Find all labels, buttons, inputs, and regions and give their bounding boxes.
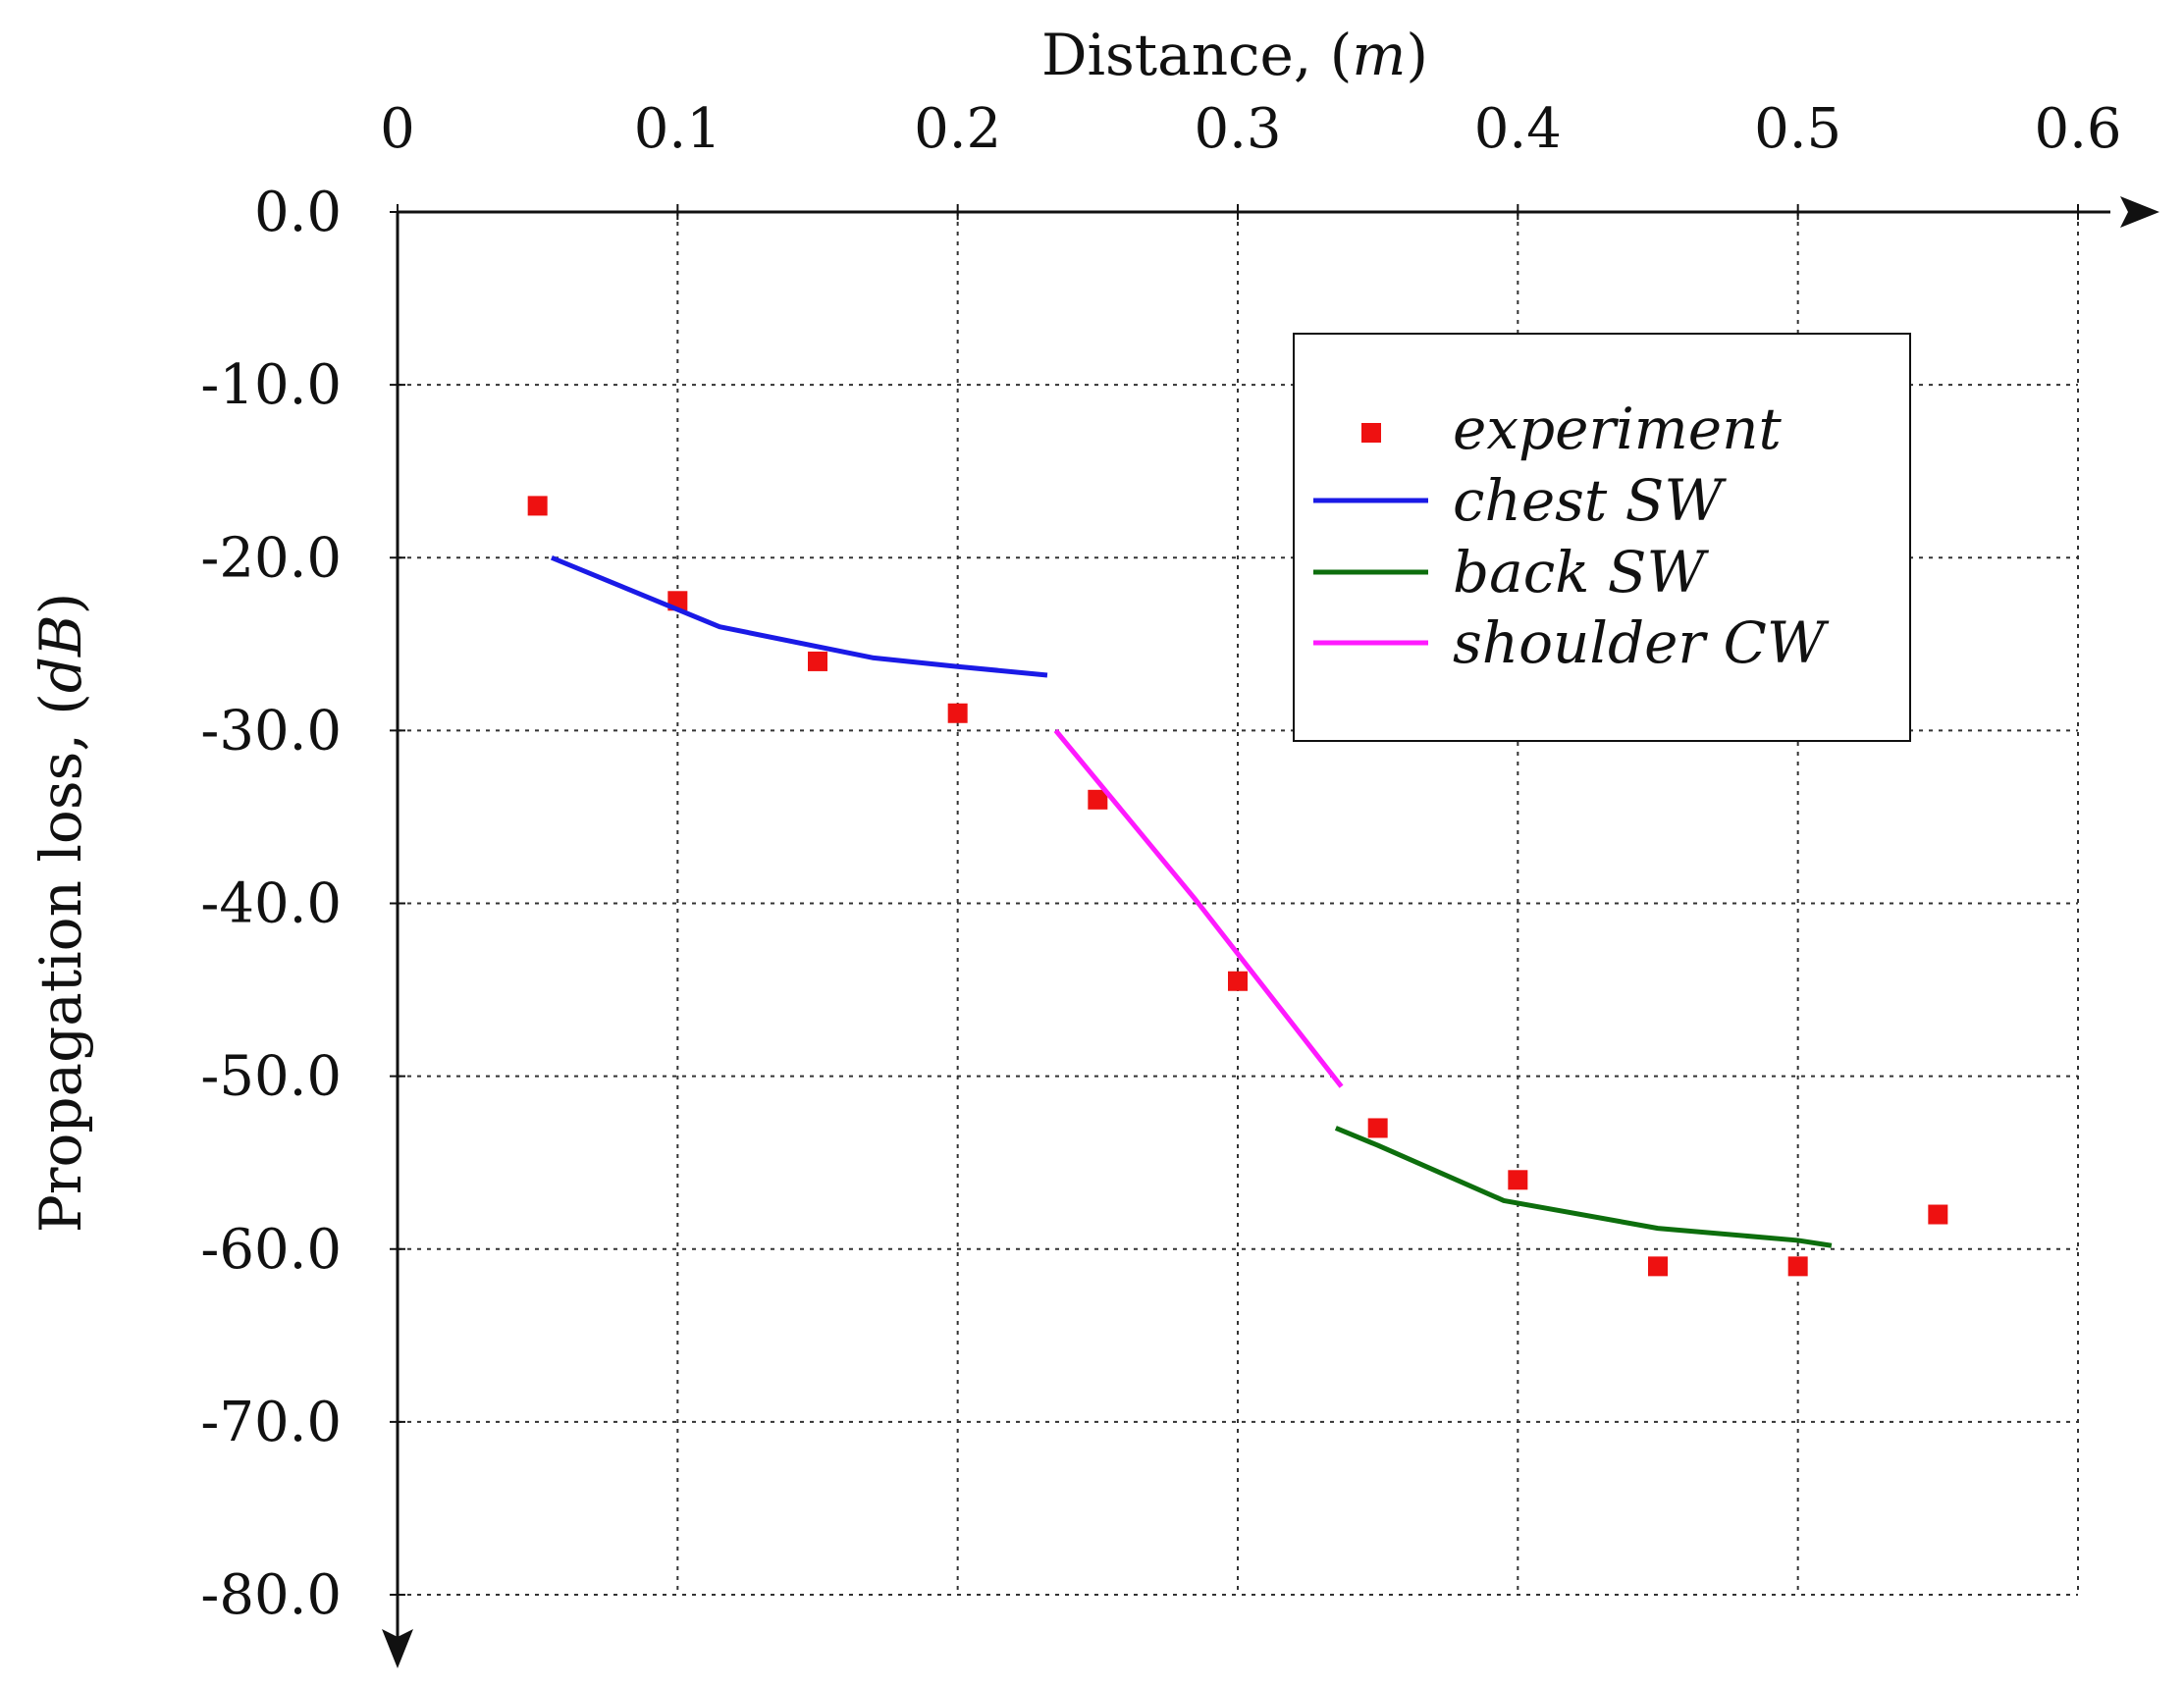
y-tick-label: -30.0: [200, 699, 342, 763]
experiment-point: [1228, 971, 1248, 991]
experiment-point: [1928, 1204, 1948, 1225]
series-line-chest-sw: [550, 554, 1048, 678]
y-tick-label: -20.0: [200, 526, 342, 590]
legend-chest-sw-label: chest SW: [1453, 467, 1727, 534]
y-axis-arrowhead: [382, 1629, 413, 1668]
experiment-point: [1508, 1170, 1528, 1190]
x-tick-label: 0.2: [914, 97, 1001, 161]
y-tick-label: -60.0: [200, 1218, 342, 1282]
x-tick-label: 0.1: [634, 97, 721, 161]
experiment-point: [1787, 1256, 1808, 1277]
x-axis-arrowhead: [2120, 196, 2159, 228]
legend: experiment chest SW back SW shoulder CW: [1293, 333, 1911, 742]
x-tick-label: 0.6: [2034, 97, 2121, 161]
axes-layer: [382, 196, 2159, 1668]
y-tick-label: -80.0: [200, 1563, 342, 1627]
legend-box: [1293, 333, 1911, 742]
y-axis-title: Propagation loss, (dB): [27, 593, 94, 1234]
tick-labels: 0 0.1 0.2 0.3 0.4 0.5 0.6 0.0 -10.0 -20.0 -30.0 -40…: [200, 97, 2121, 1627]
x-tick-label: 0.4: [1474, 97, 1562, 161]
experiment-point: [527, 496, 548, 516]
x-tick-label: 0.5: [1754, 97, 1841, 161]
experiment-point: [947, 703, 968, 723]
y-tick-label: -40.0: [200, 872, 342, 936]
y-tick-label: -10.0: [200, 353, 342, 417]
x-axis-title: Distance, (m): [1041, 22, 1428, 88]
legend-back-sw-label: back SW: [1453, 539, 1710, 606]
series-line-back-sw: [1334, 1126, 1833, 1248]
legend-experiment-label: experiment: [1453, 395, 1782, 462]
y-tick-label: -50.0: [200, 1045, 342, 1109]
experiment-point: [1648, 1256, 1668, 1277]
x-tick-label: 0: [380, 97, 415, 161]
legend-shoulder-cw-label: shoulder CW: [1453, 609, 1830, 676]
experiment-point: [1367, 1118, 1388, 1138]
x-tick-label: 0.3: [1194, 97, 1281, 161]
experiment-point: [808, 651, 827, 671]
series-line-shoulder-cw: [1053, 728, 1344, 1088]
experiment-point: [1088, 789, 1108, 810]
y-tick-label: 0.0: [254, 181, 342, 244]
y-tick-label: -70.0: [200, 1391, 342, 1454]
series-layer: [527, 496, 1948, 1277]
legend-experiment-marker: [1361, 423, 1381, 443]
